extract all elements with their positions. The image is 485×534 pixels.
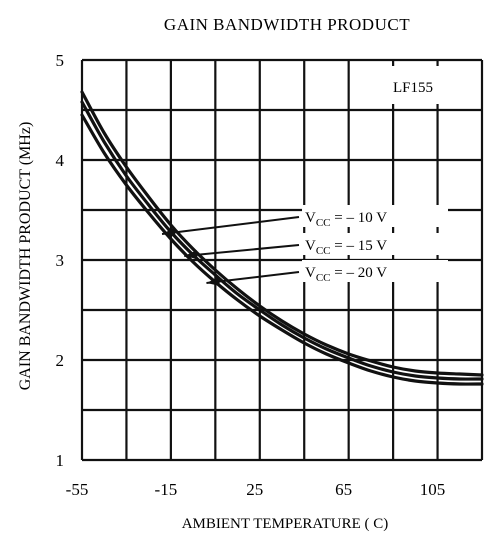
- x-tick-label: -15: [155, 480, 178, 499]
- label-arrow-line: [206, 271, 300, 284]
- series-line-3: [80, 113, 484, 386]
- y-tick-label: 3: [56, 251, 65, 270]
- lf155-annotation: LF155: [393, 80, 433, 96]
- tick-labels: 1 2 3 4 5 -55 -15 25 65 105: [56, 51, 446, 499]
- x-tick-label: 25: [246, 480, 263, 499]
- annotation-box: [380, 66, 446, 104]
- series-label-background: [302, 205, 448, 227]
- x-tick-label: -55: [66, 480, 89, 499]
- label-arrow-line: [161, 216, 300, 235]
- x-axis-label: AMBIENT TEMPERATURE ( C): [182, 516, 389, 532]
- y-tick-label: 1: [56, 451, 65, 470]
- series-labels: VCC = – 10 V VCC = – 15 V VCC = – 20 V: [161, 205, 448, 286]
- label-arrow-head: [184, 250, 198, 260]
- x-tick-label: 105: [420, 480, 446, 499]
- y-tick-label: 5: [56, 51, 65, 70]
- series-label-3: VCC = – 20 V: [305, 265, 387, 284]
- series-line-2: [80, 100, 484, 381]
- chart-title: GAIN BANDWIDTH PRODUCT: [164, 15, 410, 34]
- label-arrow-head: [162, 227, 176, 237]
- x-tick-label: 65: [335, 480, 352, 499]
- series-label-background: [302, 233, 448, 255]
- y-tick-label: 2: [56, 351, 65, 370]
- label-arrow-line: [184, 244, 300, 257]
- series-line-1: [80, 90, 484, 377]
- series-label-1: VCC = – 10 V: [305, 210, 387, 229]
- curves: [80, 90, 484, 386]
- series-label-background: [302, 260, 448, 282]
- y-tick-label: 4: [56, 151, 65, 170]
- series-label-2: VCC = – 15 V: [305, 238, 387, 257]
- grid: [80, 58, 484, 462]
- y-axis-label: GAIN BANDWIDTH PRODUCT (MHz): [17, 122, 34, 391]
- label-arrow-head: [206, 277, 220, 286]
